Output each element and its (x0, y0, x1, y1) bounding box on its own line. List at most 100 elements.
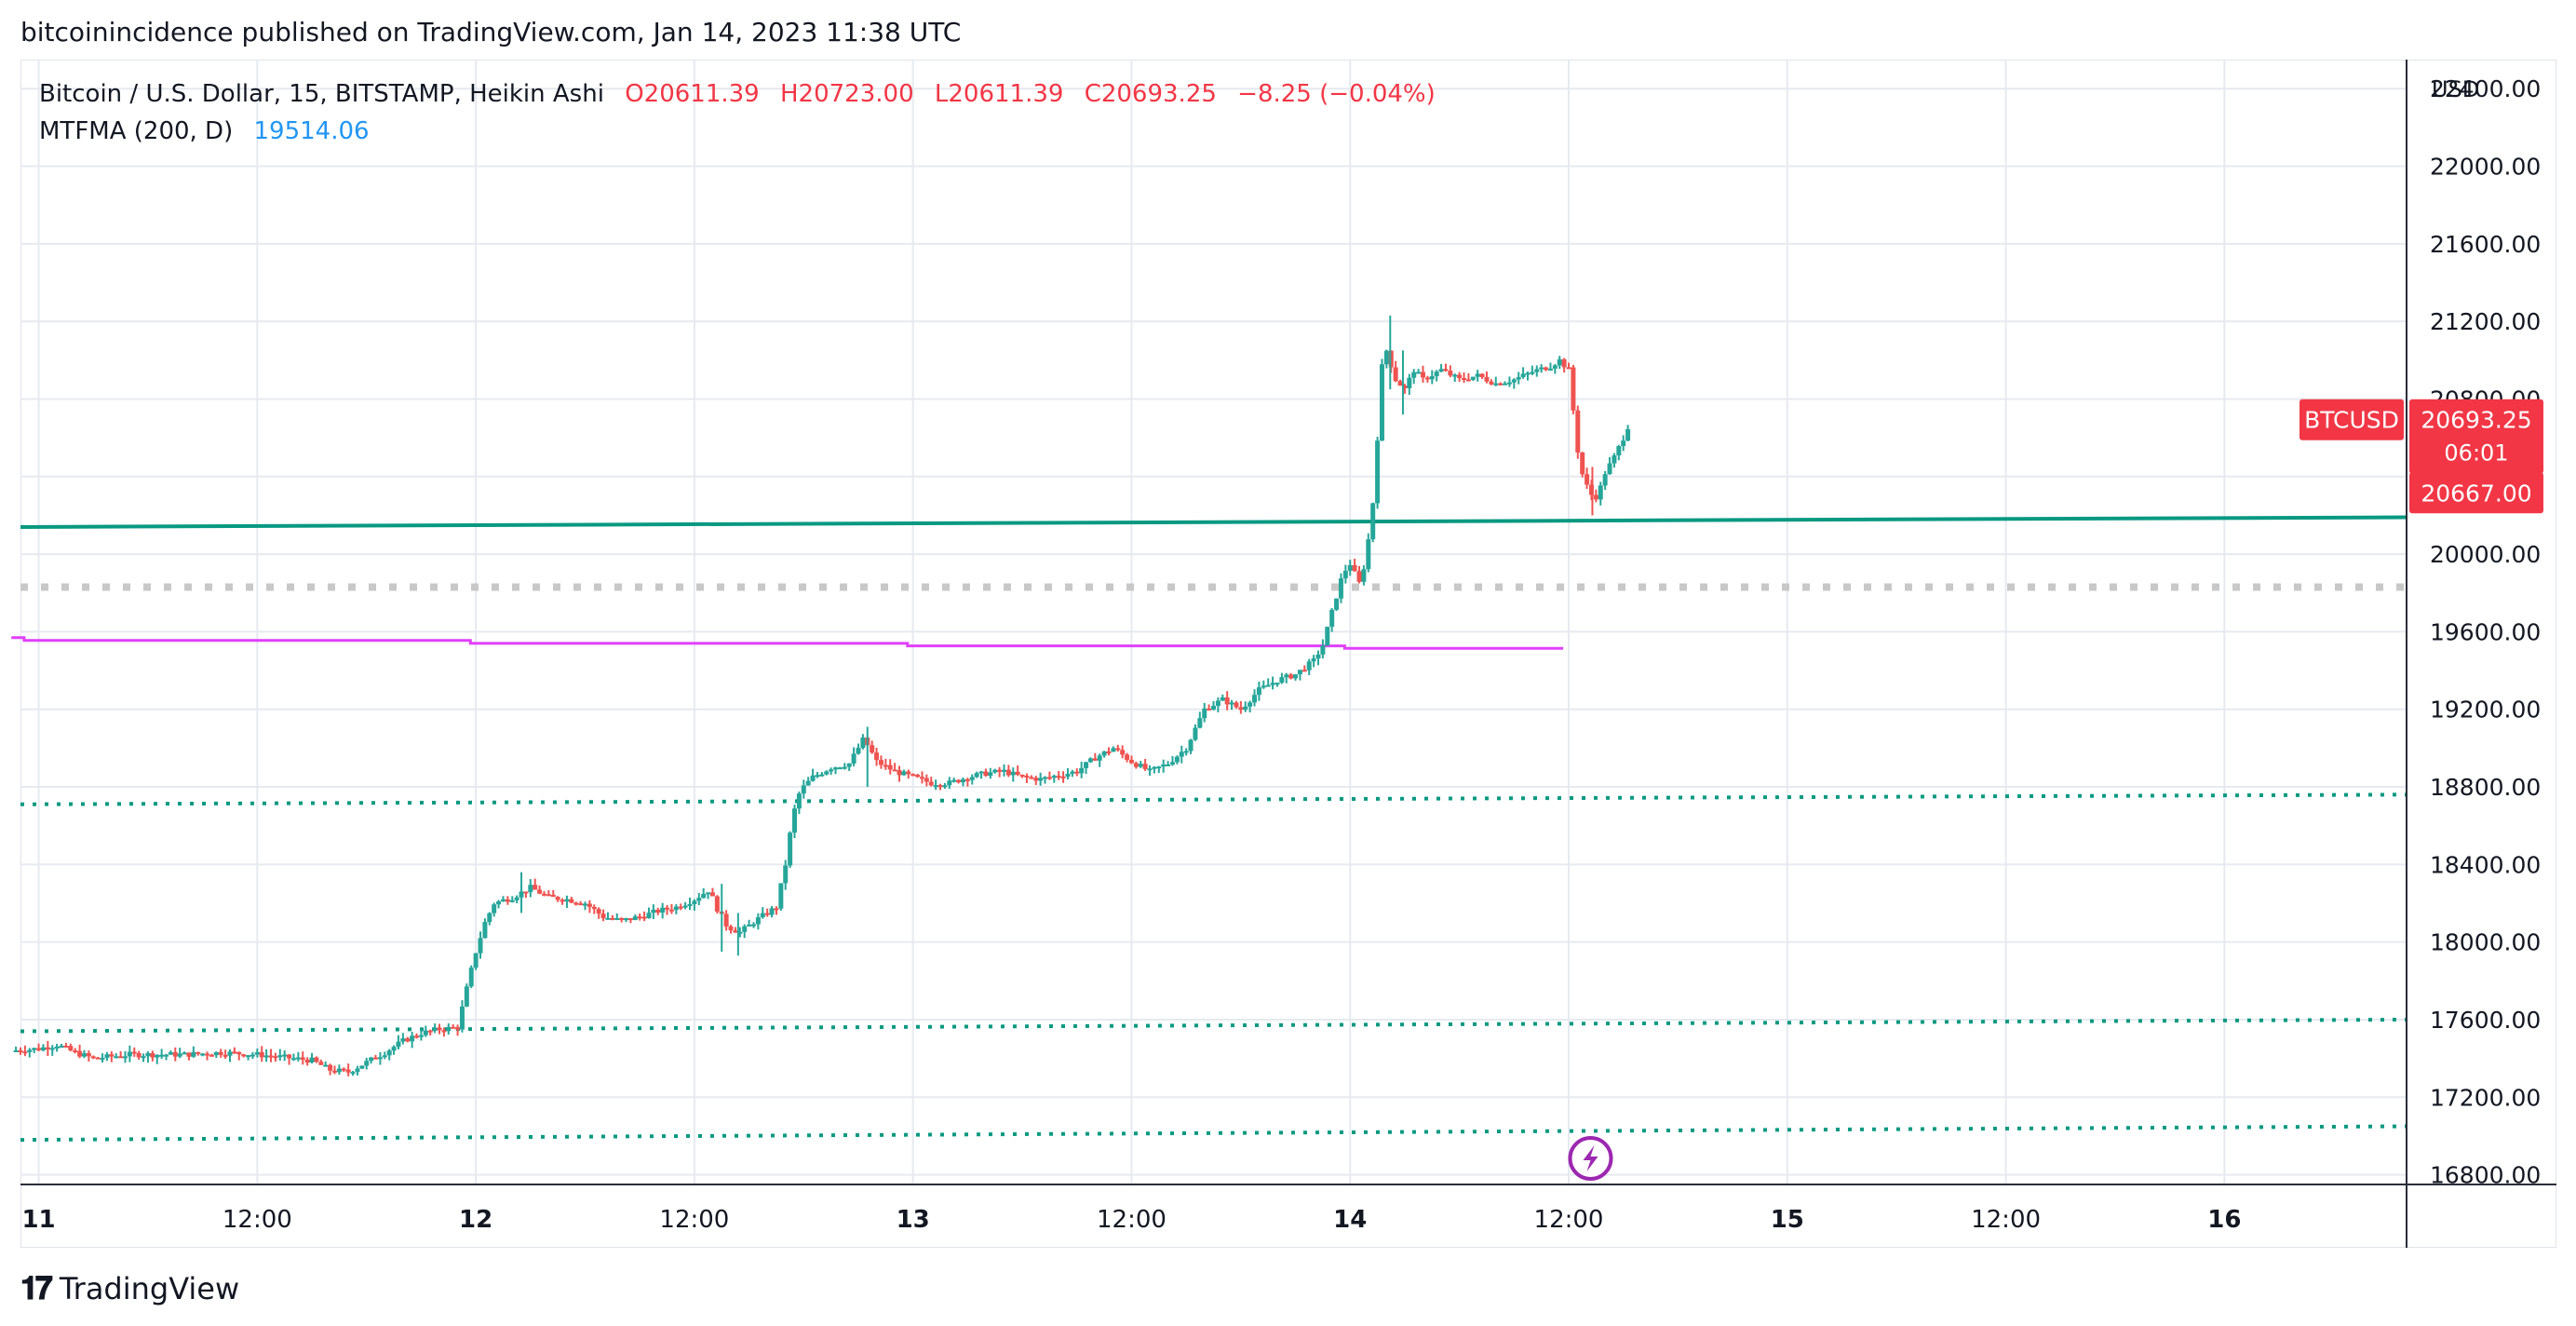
symbol-tag: BTCUSD (2304, 407, 2399, 434)
candle-up (1342, 570, 1348, 579)
y-tick-label: 16800.00 (2430, 1162, 2541, 1189)
candle-down (1544, 367, 1549, 371)
candle-up (856, 748, 861, 754)
y-tick-label: 21200.00 (2430, 308, 2541, 335)
candle-down (578, 903, 584, 906)
candle-up (1248, 702, 1253, 707)
candle-down (541, 893, 546, 896)
y-tick-label: 17200.00 (2430, 1084, 2541, 1111)
candle-up (1084, 762, 1089, 768)
candle-down (1448, 371, 1453, 376)
candle-down (997, 769, 1003, 772)
candle-down (723, 913, 729, 927)
candle-up (114, 1056, 119, 1059)
candle-up (459, 1006, 465, 1030)
candle-down (1005, 769, 1011, 776)
x-tick-label: 12:00 (1534, 1206, 1604, 1234)
candle-up (1252, 695, 1258, 703)
candle-up (1407, 377, 1412, 388)
candle-down (655, 909, 661, 913)
candle-down (427, 1030, 433, 1033)
x-tick-label: 13 (897, 1206, 930, 1234)
x-tick-label: 12:00 (1971, 1206, 2041, 1234)
lightning-icon[interactable] (1583, 1145, 1598, 1171)
candle-up (27, 1049, 33, 1052)
candle-up (364, 1061, 370, 1066)
candle-down (118, 1056, 124, 1059)
candle-down (733, 930, 738, 933)
candle-up (182, 1052, 187, 1055)
candle-up (391, 1047, 397, 1051)
candle-up (951, 779, 957, 782)
candle-up (282, 1054, 288, 1057)
brand-name: TradingView (59, 1271, 240, 1306)
candle-down (1571, 367, 1576, 411)
candle-up (1220, 697, 1225, 701)
candle-down (1060, 776, 1066, 778)
candle-up (614, 917, 620, 920)
candle-up (509, 900, 515, 902)
candle-up (1043, 777, 1048, 779)
candle-up (336, 1068, 342, 1073)
candle-down (637, 916, 642, 919)
candle-up (323, 1064, 329, 1067)
candle-down (1393, 367, 1398, 382)
candle-up (1065, 774, 1071, 778)
candle-down (437, 1027, 442, 1031)
candle-up (819, 774, 825, 777)
candle-down (241, 1054, 247, 1057)
candle-down (259, 1051, 264, 1058)
ma-line (11, 636, 1564, 650)
candle-up (400, 1038, 406, 1042)
candle-up (1375, 440, 1381, 504)
candle-down (451, 1026, 456, 1029)
candle-down (1125, 754, 1130, 760)
candle-down (1019, 774, 1025, 777)
chart-frame[interactable] (20, 60, 2556, 1248)
currency-label: USD (2432, 76, 2479, 102)
candle-up (1169, 762, 1175, 764)
candle-down (600, 913, 606, 919)
candle-up (514, 897, 519, 900)
candle-up (760, 913, 765, 918)
candle-down (1566, 367, 1571, 370)
candle-down (533, 885, 538, 890)
candle-down (300, 1057, 305, 1061)
candle-up (1293, 674, 1299, 679)
candle-up (1279, 677, 1285, 683)
candle-down (287, 1054, 292, 1059)
candle-up (687, 904, 693, 907)
candle-down (910, 774, 916, 777)
legend-high: H20723.00 (780, 80, 914, 108)
candle-down (1462, 378, 1467, 381)
candle-up (1311, 658, 1316, 662)
candle-down (709, 892, 715, 897)
footer-brand[interactable]: 𝟏𝟕 TradingView (20, 1270, 239, 1307)
candle-down (878, 760, 883, 765)
level-line-dotted (20, 1124, 2407, 1143)
candle-up (1520, 373, 1526, 378)
candle-up (350, 1072, 356, 1075)
y-tick-label: 22000.00 (2430, 154, 2541, 181)
candle-up (49, 1048, 55, 1050)
candle-down (1288, 674, 1294, 679)
candle-down (150, 1052, 155, 1058)
candle-up (992, 769, 998, 773)
candle-down (560, 900, 565, 902)
candle-down (1356, 571, 1362, 582)
x-tick-label: 14 (1333, 1206, 1367, 1234)
candle-down (95, 1057, 101, 1060)
candle-up (1334, 598, 1340, 610)
candle-up (155, 1054, 160, 1058)
candle-up (500, 899, 506, 902)
legend-main: Bitcoin / U.S. Dollar, 15, BITSTAMP, Hei… (39, 80, 1436, 108)
candle-up (1503, 383, 1508, 386)
candle-down (1580, 452, 1585, 475)
candle-down (964, 778, 970, 781)
candle-up (696, 898, 702, 901)
candle-up (382, 1055, 387, 1058)
candle-down (665, 907, 670, 910)
candle-up (1452, 374, 1458, 377)
candle-up (200, 1053, 206, 1056)
